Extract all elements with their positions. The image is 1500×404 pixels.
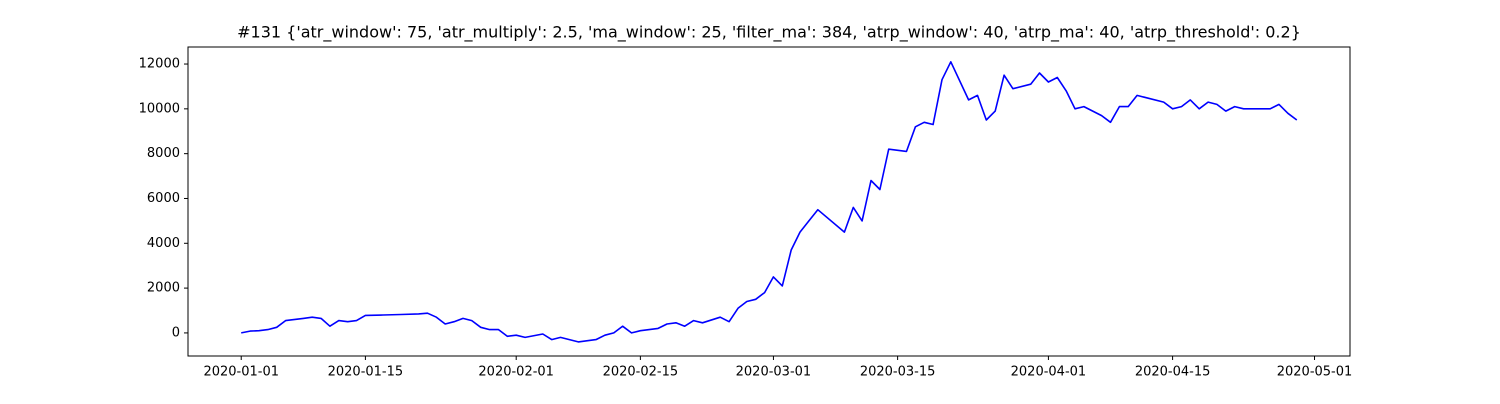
x-tick-label: 2020-04-01 bbox=[1011, 365, 1087, 380]
chart-title: #131 {'atr_window': 75, 'atr_multiply': … bbox=[237, 23, 1301, 43]
x-tick-label: 2020-01-01 bbox=[203, 365, 279, 380]
x-tick-label: 2020-02-01 bbox=[478, 365, 554, 380]
x-tick-label: 2020-01-15 bbox=[328, 365, 404, 380]
x-tick-label: 2020-03-01 bbox=[736, 365, 812, 380]
line bbox=[241, 61, 1298, 343]
y-tick-label: 6000 bbox=[147, 191, 180, 206]
y-tick-label: 2000 bbox=[147, 281, 180, 296]
y-tick-label: 10000 bbox=[139, 101, 180, 116]
y-tick-label: 12000 bbox=[139, 57, 180, 72]
x-tick-label: 2020-05-01 bbox=[1277, 365, 1353, 380]
y-tick-label: 8000 bbox=[147, 146, 180, 161]
y-tick-label: 0 bbox=[172, 325, 180, 340]
plot-frame bbox=[187, 46, 1351, 357]
x-tick-label: 2020-02-15 bbox=[603, 365, 679, 380]
x-tick-label: 2020-03-15 bbox=[860, 365, 936, 380]
x-tick-label: 2020-04-15 bbox=[1135, 365, 1211, 380]
y-tick-label: 4000 bbox=[147, 236, 180, 251]
